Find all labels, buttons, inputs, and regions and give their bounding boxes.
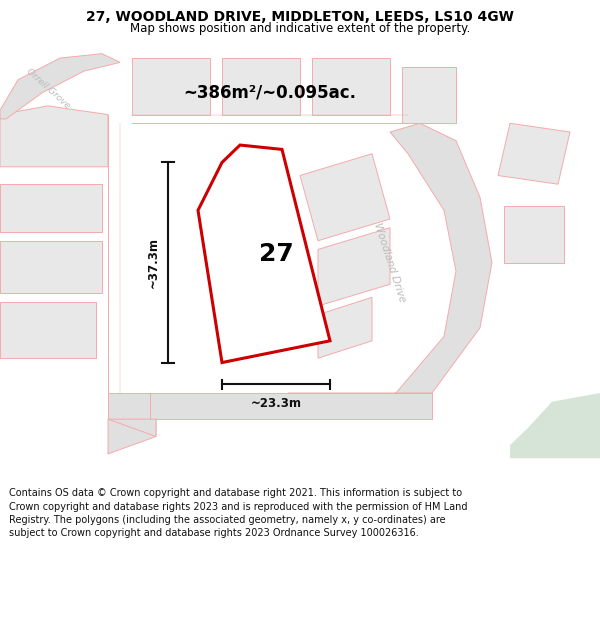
Text: 27: 27 — [259, 242, 293, 266]
Polygon shape — [108, 393, 432, 419]
Polygon shape — [318, 228, 390, 306]
Polygon shape — [0, 302, 96, 358]
Polygon shape — [288, 123, 492, 406]
Polygon shape — [402, 67, 456, 123]
Polygon shape — [132, 58, 210, 114]
Polygon shape — [108, 419, 156, 454]
Text: ~386m²/~0.095ac.: ~386m²/~0.095ac. — [184, 84, 356, 102]
Text: Woodland Drive: Woodland Drive — [373, 221, 407, 304]
Text: Orrell Grove: Orrell Grove — [25, 67, 71, 110]
Polygon shape — [108, 419, 156, 436]
Polygon shape — [222, 58, 300, 114]
Polygon shape — [318, 298, 372, 358]
Polygon shape — [498, 123, 570, 184]
Text: ~37.3m: ~37.3m — [146, 237, 160, 288]
Text: 27, WOODLAND DRIVE, MIDDLETON, LEEDS, LS10 4GW: 27, WOODLAND DRIVE, MIDDLETON, LEEDS, LS… — [86, 10, 514, 24]
Text: Map shows position and indicative extent of the property.: Map shows position and indicative extent… — [130, 22, 470, 35]
Polygon shape — [198, 145, 330, 362]
Text: Contains OS data © Crown copyright and database right 2021. This information is : Contains OS data © Crown copyright and d… — [9, 488, 467, 538]
Polygon shape — [0, 184, 102, 232]
Polygon shape — [312, 58, 390, 114]
Polygon shape — [0, 54, 120, 119]
Polygon shape — [0, 241, 102, 293]
Polygon shape — [300, 154, 390, 241]
Text: ~23.3m: ~23.3m — [251, 398, 302, 411]
Polygon shape — [0, 106, 108, 167]
Polygon shape — [504, 206, 564, 262]
Polygon shape — [510, 393, 600, 458]
